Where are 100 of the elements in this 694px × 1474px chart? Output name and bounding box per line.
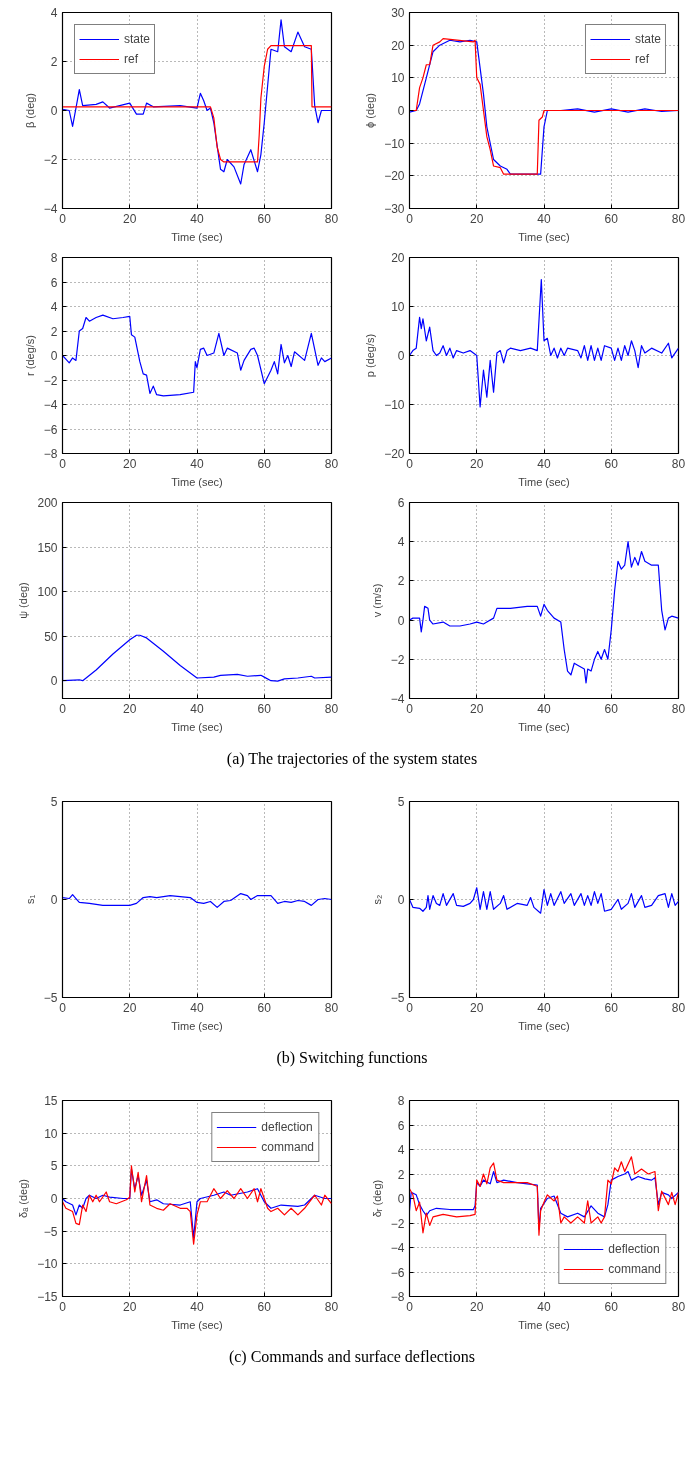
x-axis-title: Time (sec) <box>171 475 223 488</box>
x-axis-title: Time (sec) <box>171 1019 223 1032</box>
y-tick-label: 10 <box>44 1126 58 1141</box>
y-tick-label: 6 <box>397 1118 405 1133</box>
text: (c) Commands and surface deflections <box>228 1347 476 1368</box>
x-tick-label: 80 <box>671 1000 686 1015</box>
y-tick-label: −2 <box>390 1216 405 1231</box>
y-tick-label: 20 <box>391 251 405 265</box>
y-tick-label: 0 <box>397 104 405 118</box>
y-axis-title: β (deg) <box>23 92 36 129</box>
line-series <box>409 887 679 914</box>
y-tick-label: 50 <box>44 629 58 644</box>
line-series <box>62 893 332 908</box>
x-tick-label: 80 <box>671 456 686 471</box>
y-axis-title: v (m/s) <box>370 583 383 618</box>
y-tick-label: 4 <box>397 535 405 550</box>
y-tick-label: −10 <box>37 1257 58 1272</box>
y-tick-label: 2 <box>397 1167 405 1182</box>
y-tick-label: −4 <box>43 398 58 412</box>
x-tick-label: 80 <box>671 701 686 716</box>
x-axis-title: Time (sec) <box>518 475 570 488</box>
y-tick-label: −2 <box>390 652 405 667</box>
x-tick-label: 80 <box>324 211 339 226</box>
y-tick-label: −10 <box>384 398 405 412</box>
legend-label: state <box>124 32 151 46</box>
x-tick-label: 60 <box>604 701 619 716</box>
x-tick-label: 60 <box>257 456 272 471</box>
x-tick-label: 20 <box>470 211 484 226</box>
x-tick-label: 40 <box>190 456 204 471</box>
y-tick-label: 10 <box>391 300 405 314</box>
y-tick-label: 0 <box>50 349 58 363</box>
y-tick-label: 8 <box>50 251 58 265</box>
y-tick-label: −4 <box>43 202 58 216</box>
line-series <box>409 278 679 408</box>
x-tick-label: 20 <box>123 1299 137 1314</box>
x-tick-label: 60 <box>604 1000 619 1015</box>
legend-label: deflection <box>608 1242 660 1256</box>
x-tick-label: 80 <box>671 1299 686 1314</box>
x-axis-title: Time (sec) <box>518 1318 570 1331</box>
y-tick-label: −4 <box>390 1241 405 1255</box>
x-tick-label: 60 <box>257 211 272 226</box>
x-tick-label: 60 <box>257 701 272 716</box>
y-tick-label: −5 <box>43 1224 58 1239</box>
y-tick-label: −6 <box>390 1265 405 1280</box>
x-tick-label: 80 <box>671 211 686 226</box>
x-tick-label: 20 <box>123 701 137 716</box>
line-series <box>62 314 332 397</box>
y-axis-title: s₁ <box>23 894 36 905</box>
x-axis-title: Time (sec) <box>518 720 570 733</box>
x-tick-label: 80 <box>324 701 339 716</box>
legend-label: state <box>634 32 661 46</box>
x-tick-label: 40 <box>537 1000 551 1015</box>
x-axis-title: Time (sec) <box>518 1019 570 1032</box>
x-tick-label: 60 <box>604 211 619 226</box>
y-tick-label: 2 <box>50 55 58 69</box>
x-tick-label: 80 <box>324 456 339 471</box>
text: (b) Switching functions <box>276 1048 428 1069</box>
y-tick-label: −20 <box>384 447 405 461</box>
y-tick-label: 0 <box>397 349 405 363</box>
y-tick-label: −20 <box>384 169 405 184</box>
x-tick-label: 40 <box>190 1000 204 1015</box>
x-tick-label: 60 <box>604 1299 619 1314</box>
y-tick-label: 0 <box>50 104 58 118</box>
y-tick-label: 6 <box>397 496 405 510</box>
legend-label: ref <box>634 52 650 66</box>
y-tick-label: 5 <box>397 795 405 809</box>
y-axis-title: ψ (deg) <box>17 582 30 619</box>
x-tick-label: 60 <box>257 1299 272 1314</box>
legend-label: deflection <box>261 1120 313 1134</box>
y-tick-label: 4 <box>50 6 58 20</box>
y-tick-label: 0 <box>397 893 405 907</box>
y-tick-label: 0 <box>397 613 405 628</box>
y-tick-label: 2 <box>50 324 58 339</box>
y-tick-label: −2 <box>43 153 58 167</box>
y-tick-label: −5 <box>390 991 405 1005</box>
y-tick-label: 4 <box>397 1143 405 1157</box>
y-tick-label: 0 <box>50 674 58 689</box>
y-tick-label: 2 <box>397 574 405 589</box>
x-tick-label: 40 <box>537 456 551 471</box>
y-tick-label: −8 <box>43 447 58 461</box>
y-tick-label: 200 <box>37 496 58 510</box>
x-tick-label: 20 <box>123 1000 137 1015</box>
y-tick-label: −15 <box>37 1290 58 1304</box>
y-tick-label: 10 <box>391 71 405 86</box>
text: (a) The trajectories of the system states <box>226 749 478 770</box>
x-axis-title: Time (sec) <box>171 1318 223 1331</box>
y-tick-label: −5 <box>43 991 58 1005</box>
legend-label: command <box>261 1140 314 1154</box>
x-tick-label: 40 <box>537 211 551 226</box>
y-axis-title: ϕ (deg) <box>364 93 377 128</box>
y-tick-label: 5 <box>50 795 58 809</box>
y-tick-label: −30 <box>384 202 405 216</box>
y-tick-label: −2 <box>43 373 58 388</box>
y-tick-label: 20 <box>391 38 405 53</box>
x-tick-label: 40 <box>190 211 204 226</box>
y-tick-label: 5 <box>50 1159 58 1174</box>
y-tick-label: −8 <box>390 1290 405 1304</box>
y-axis-title: r (deg/s) <box>23 335 36 376</box>
y-tick-label: 0 <box>50 893 58 907</box>
y-tick-label: −10 <box>384 136 405 151</box>
